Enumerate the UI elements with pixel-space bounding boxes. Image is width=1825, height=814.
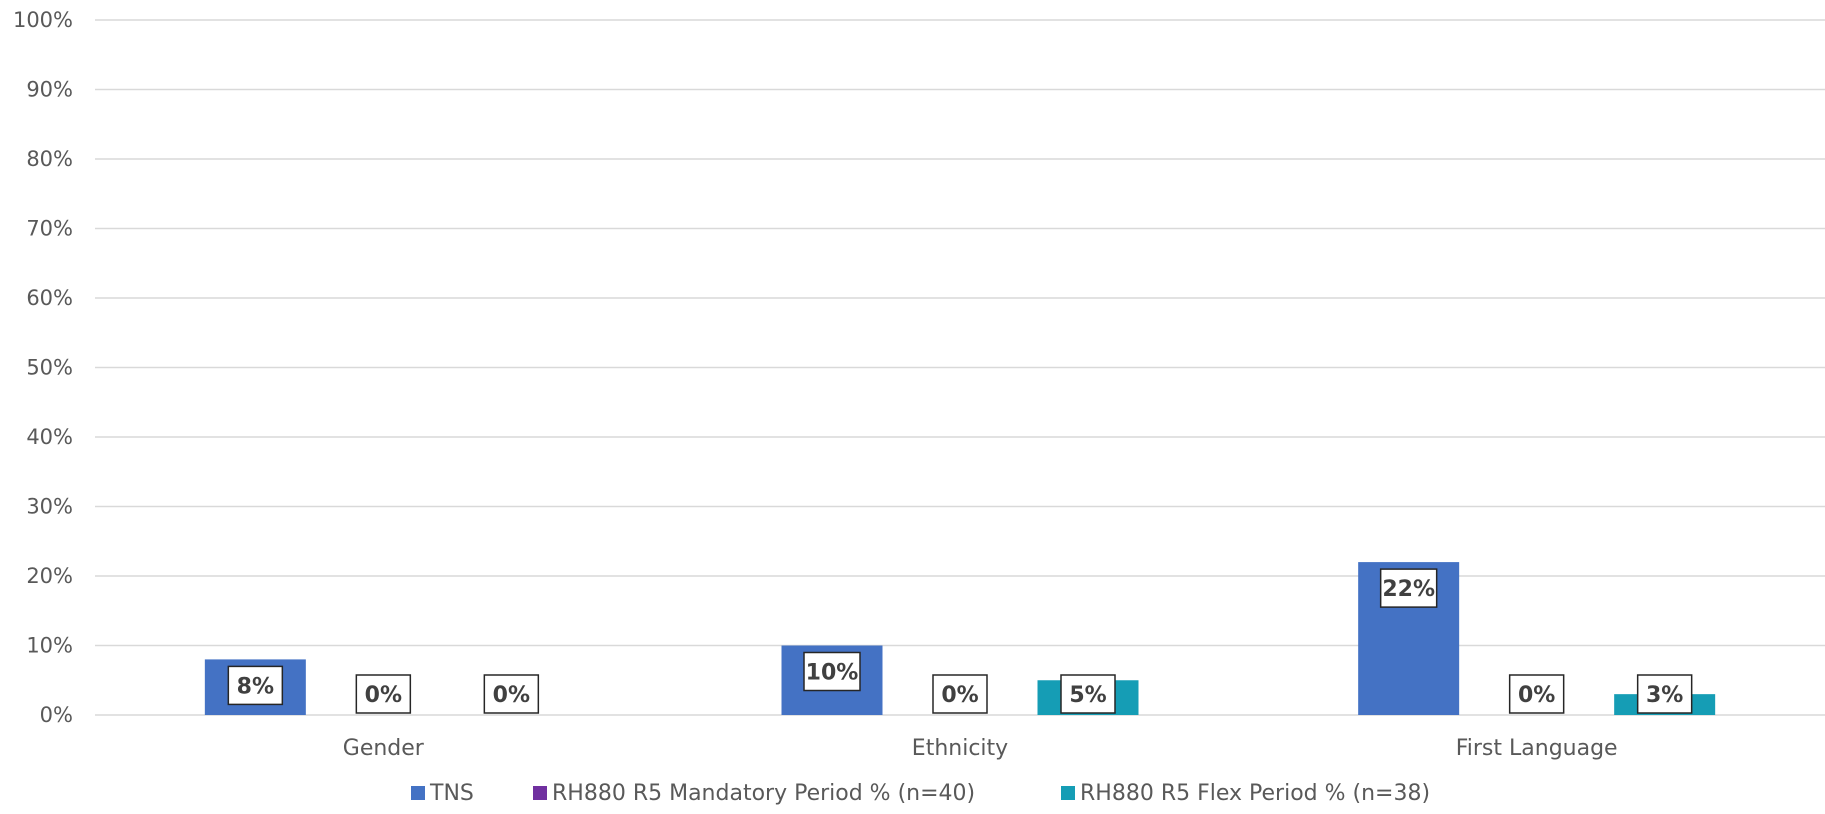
data-label-text: 0% [941, 683, 978, 708]
x-axis-category-labels: Gender Ethnicity First Language [343, 736, 1618, 761]
y-tick-label: 30% [26, 495, 73, 519]
legend-item: TNS [411, 781, 474, 806]
data-label-box [1060, 674, 1116, 714]
gridlines [95, 19, 1825, 716]
y-tick-label: 90% [26, 78, 73, 102]
legend-item: RH880 R5 Mandatory Period % (n=40) [533, 781, 975, 806]
data-label-text: 0% [1518, 683, 1555, 708]
data-label: 10% [803, 651, 861, 692]
y-tick-label: 40% [26, 425, 73, 449]
legend-item: RH880 R5 Flex Period % (n=38) [1061, 781, 1430, 806]
data-label-box [1636, 674, 1693, 714]
category-label: Gender [343, 736, 425, 761]
data-label-text: 0% [365, 683, 402, 708]
data-labels: 8% 0% 0% 10% 0% 5% 22% 0% 3% [227, 568, 1693, 714]
data-label-text: 10% [806, 661, 859, 686]
y-tick-label: 10% [26, 634, 73, 658]
data-label-text: 5% [1069, 683, 1106, 708]
y-tick-label: 100% [13, 8, 73, 32]
legend-swatch [411, 786, 425, 800]
data-label: 0% [932, 674, 988, 714]
legend-label: RH880 R5 Mandatory Period % (n=40) [552, 781, 975, 806]
data-label-box [1379, 568, 1438, 608]
data-label-text: 8% [237, 674, 274, 699]
data-label-text: 22% [1382, 577, 1435, 602]
legend-swatch [1061, 786, 1075, 800]
data-label: 0% [1508, 674, 1565, 714]
category-label: First Language [1456, 736, 1618, 761]
data-label: 22% [1379, 568, 1438, 608]
data-label: 0% [483, 674, 540, 714]
legend-label: TNS [429, 781, 474, 806]
data-label-text: 0% [493, 683, 530, 708]
y-axis-tick-labels: 0% 10% 20% 30% 40% 50% 60% 70% 80% 90% 100% [13, 8, 73, 727]
data-label-box [355, 674, 412, 714]
data-label-box [227, 665, 284, 706]
y-tick-label: 60% [26, 286, 73, 310]
y-tick-label: 0% [40, 703, 73, 727]
data-label: 0% [355, 674, 412, 714]
data-label-text: 3% [1646, 683, 1683, 708]
legend: TNS RH880 R5 Mandatory Period % (n=40) RH8… [411, 781, 1430, 806]
legend-swatch [533, 786, 547, 800]
category-label: Ethnicity [912, 736, 1008, 761]
data-label-box [932, 674, 988, 714]
data-label: 5% [1060, 674, 1116, 714]
y-tick-label: 70% [26, 217, 73, 241]
data-label-box [1508, 674, 1565, 714]
data-label-box [483, 674, 540, 714]
y-tick-label: 50% [26, 356, 73, 380]
legend-label: RH880 R5 Flex Period % (n=38) [1080, 781, 1430, 806]
data-label: 3% [1636, 674, 1693, 714]
data-label-box [803, 651, 861, 692]
y-tick-label: 20% [26, 564, 73, 588]
data-label: 8% [227, 665, 284, 706]
y-tick-label: 80% [26, 147, 73, 171]
